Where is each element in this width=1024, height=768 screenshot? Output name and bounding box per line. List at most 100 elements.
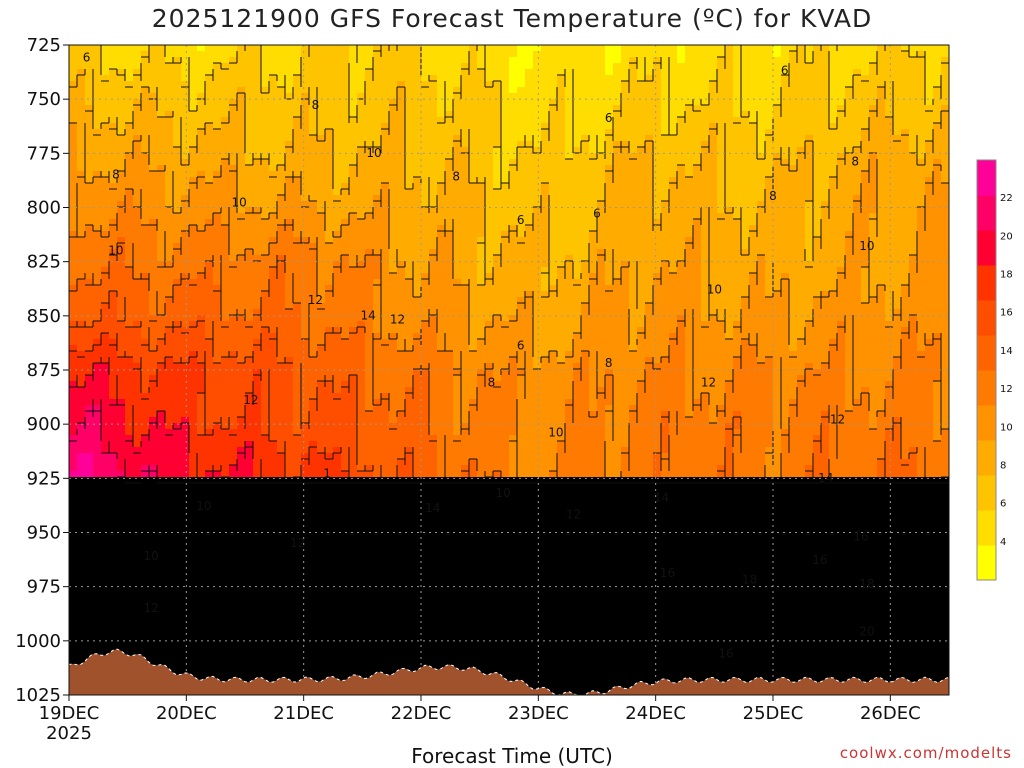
temperature-cell [197,375,206,382]
temperature-cell [85,351,94,358]
temperature-cell [109,189,118,196]
temperature-cell [149,147,158,154]
temperature-cell [381,573,390,580]
temperature-cell [381,51,390,58]
temperature-cell [413,657,422,664]
temperature-cell [109,147,118,154]
temperature-cell [413,111,422,118]
temperature-cell [245,489,254,496]
temperature-cell [277,669,286,676]
temperature-cell [373,51,382,58]
temperature-cell [181,189,190,196]
temperature-cell [221,321,230,328]
temperature-cell [253,63,262,70]
temperature-cell [229,633,238,640]
temperature-cell [197,327,206,334]
temperature-cell [125,417,134,424]
temperature-cell [397,45,406,52]
temperature-cell [165,123,174,130]
temperature-cell [317,297,326,304]
temperature-cell [117,477,126,484]
temperature-cell [405,465,414,472]
temperature-cell [253,627,262,634]
temperature-cell [357,255,366,262]
temperature-cell [149,603,158,610]
temperature-cell [85,45,94,52]
temperature-cell [405,429,414,436]
temperature-cell [213,315,222,322]
temperature-cell [93,129,102,136]
temperature-cell [221,357,230,364]
temperature-cell [213,639,222,646]
temperature-cell [149,345,158,352]
temperature-cell [429,93,438,100]
temperature-cell [325,561,334,568]
temperature-cell [341,69,350,76]
temperature-cell [221,435,230,442]
temperature-cell [205,621,214,628]
temperature-cell [213,543,222,550]
temperature-cell [301,183,310,190]
temperature-cell [413,201,422,208]
temperature-cell [205,93,214,100]
temperature-cell [165,321,174,328]
temperature-cell [325,489,334,496]
temperature-cell [229,363,238,370]
temperature-cell [429,507,438,514]
temperature-cell [101,525,110,532]
temperature-cell [357,345,366,352]
temperature-cell [429,213,438,220]
temperature-cell [269,213,278,220]
temperature-cell [365,573,374,580]
temperature-cell [421,507,430,514]
temperature-cell [309,117,318,124]
temperature-cell [389,657,398,664]
temperature-cell [93,309,102,316]
temperature-cell [333,207,342,214]
temperature-cell [69,297,78,304]
temperature-cell [221,675,230,682]
temperature-cell [381,405,390,412]
temperature-cell [197,315,206,322]
temperature-cell [189,531,198,538]
temperature-cell [397,261,406,268]
temperature-cell [429,153,438,160]
temperature-cell [397,645,406,652]
temperature-cell [269,435,278,442]
temperature-cell [405,447,414,454]
temperature-cell [221,81,230,88]
temperature-cell [221,57,230,64]
temperature-cell [341,483,350,490]
temperature-cell [293,135,302,142]
temperature-cell [69,507,78,514]
temperature-cell [301,579,310,586]
temperature-cell [389,165,398,172]
temperature-cell [125,513,134,520]
temperature-cell [69,615,78,622]
temperature-cell [293,573,302,580]
temperature-cell [157,507,166,514]
temperature-cell [333,171,342,178]
temperature-cell [85,447,94,454]
temperature-cell [357,441,366,448]
temperature-cell [397,303,406,310]
temperature-cell [325,63,334,70]
temperature-cell [165,351,174,358]
temperature-cell [373,459,382,466]
temperature-cell [85,291,94,298]
temperature-cell [109,501,118,508]
temperature-cell [197,465,206,472]
temperature-cell [109,597,118,604]
temperature-cell [237,117,246,124]
temperature-cell [109,369,118,376]
temperature-cell [101,183,110,190]
temperature-cell [293,429,302,436]
temperature-cell [109,273,118,280]
temperature-cell [341,201,350,208]
temperature-cell [117,573,126,580]
temperature-cell [253,321,262,328]
temperature-cell [397,471,406,478]
temperature-cell [373,549,382,556]
temperature-cell [101,615,110,622]
temperature-cell [173,315,182,322]
